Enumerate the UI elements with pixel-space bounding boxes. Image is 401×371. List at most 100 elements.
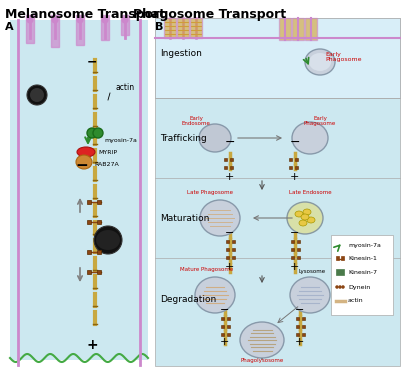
- Text: Kinesin-7: Kinesin-7: [348, 270, 377, 276]
- Bar: [297, 256, 300, 259]
- Text: +: +: [87, 338, 99, 352]
- Bar: [296, 325, 299, 328]
- Bar: [232, 248, 235, 251]
- Ellipse shape: [287, 202, 323, 234]
- Ellipse shape: [290, 277, 330, 313]
- Bar: [297, 240, 300, 243]
- Bar: [87, 200, 91, 204]
- Text: myosin-7a: myosin-7a: [104, 138, 137, 142]
- Text: Dynein: Dynein: [348, 285, 370, 289]
- Ellipse shape: [199, 124, 231, 152]
- Bar: [155, 18, 400, 366]
- Text: Kinesin-1: Kinesin-1: [348, 256, 377, 262]
- Bar: [227, 325, 230, 328]
- Bar: [291, 248, 294, 251]
- Bar: [224, 166, 227, 169]
- Text: −: −: [225, 136, 235, 149]
- Bar: [292, 18, 304, 40]
- Ellipse shape: [87, 128, 97, 138]
- Ellipse shape: [122, 17, 128, 23]
- Bar: [227, 317, 230, 320]
- Bar: [226, 240, 229, 243]
- Text: −: −: [220, 305, 229, 315]
- Ellipse shape: [77, 17, 83, 23]
- Text: myosin-7a: myosin-7a: [348, 243, 381, 247]
- Text: +: +: [220, 337, 229, 347]
- Bar: [230, 158, 233, 161]
- Ellipse shape: [200, 200, 240, 236]
- Text: +: +: [225, 262, 234, 272]
- Bar: [87, 250, 91, 254]
- Text: −: −: [290, 228, 300, 238]
- Bar: [305, 18, 317, 40]
- Ellipse shape: [307, 217, 315, 223]
- Text: Early: Early: [325, 52, 341, 57]
- Ellipse shape: [52, 17, 58, 23]
- Ellipse shape: [94, 226, 122, 254]
- Bar: [97, 250, 101, 254]
- Text: +: +: [225, 172, 234, 182]
- Ellipse shape: [342, 286, 344, 289]
- Text: −: −: [225, 228, 234, 238]
- Ellipse shape: [338, 286, 342, 289]
- Bar: [51, 15, 59, 47]
- Ellipse shape: [301, 214, 309, 220]
- Bar: [221, 317, 224, 320]
- Bar: [76, 15, 84, 45]
- Text: A: A: [5, 22, 14, 32]
- Bar: [97, 200, 101, 204]
- Ellipse shape: [336, 286, 338, 289]
- Bar: [295, 158, 298, 161]
- Text: −: −: [87, 56, 97, 69]
- Text: Lysosome: Lysosome: [298, 269, 326, 274]
- Bar: [302, 317, 305, 320]
- Text: Late Phagosome: Late Phagosome: [187, 190, 233, 195]
- Bar: [10, 20, 148, 360]
- Bar: [190, 18, 202, 38]
- Ellipse shape: [240, 322, 284, 358]
- Bar: [296, 317, 299, 320]
- Bar: [289, 166, 292, 169]
- Text: actin: actin: [348, 299, 364, 303]
- Bar: [221, 325, 224, 328]
- Text: Early: Early: [189, 116, 203, 121]
- Bar: [336, 269, 344, 275]
- Bar: [26, 15, 34, 43]
- Bar: [87, 270, 91, 274]
- Bar: [121, 15, 129, 35]
- Text: −: −: [75, 158, 88, 173]
- Bar: [230, 166, 233, 169]
- Ellipse shape: [292, 122, 328, 154]
- Text: −: −: [290, 136, 300, 149]
- Ellipse shape: [195, 277, 235, 313]
- Bar: [226, 256, 229, 259]
- Text: actin: actin: [115, 83, 134, 92]
- Text: Phagosome Transport: Phagosome Transport: [134, 8, 287, 21]
- Bar: [232, 240, 235, 243]
- Text: Late Endosome: Late Endosome: [289, 190, 331, 195]
- Bar: [155, 18, 400, 98]
- Bar: [297, 248, 300, 251]
- Text: Trafficking: Trafficking: [160, 134, 207, 142]
- Text: Ingestion: Ingestion: [160, 49, 202, 58]
- Ellipse shape: [299, 220, 307, 226]
- Text: Mature Phagosome: Mature Phagosome: [180, 267, 234, 272]
- Text: RAB27A: RAB27A: [94, 161, 119, 167]
- Bar: [336, 256, 339, 260]
- Bar: [226, 248, 229, 251]
- Bar: [227, 333, 230, 336]
- Bar: [289, 158, 292, 161]
- Bar: [291, 240, 294, 243]
- Bar: [296, 333, 299, 336]
- Bar: [164, 18, 176, 38]
- Text: Maturation: Maturation: [160, 213, 209, 223]
- Bar: [97, 220, 101, 224]
- Text: Phagosome: Phagosome: [304, 121, 336, 126]
- Text: Melanosome Transport: Melanosome Transport: [5, 8, 165, 21]
- Bar: [177, 18, 189, 38]
- Ellipse shape: [96, 230, 120, 250]
- Ellipse shape: [30, 88, 44, 102]
- Bar: [295, 166, 298, 169]
- Text: Phagosome: Phagosome: [325, 57, 361, 62]
- Bar: [331, 235, 393, 315]
